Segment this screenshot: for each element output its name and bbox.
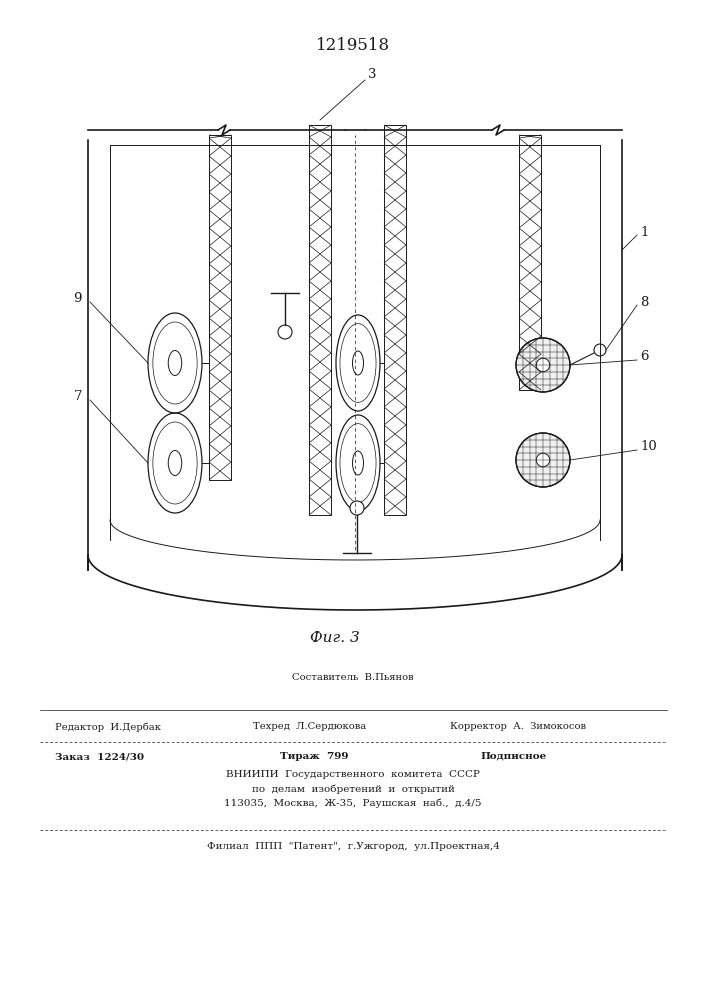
Text: 113035,  Москва,  Ж-35,  Раушская  наб.,  д.4/5: 113035, Москва, Ж-35, Раушская наб., д.4… bbox=[224, 798, 481, 808]
Text: 6: 6 bbox=[640, 351, 648, 363]
Text: Филиал  ППП  "Патент",  г.Ужгород,  ул.Проектная,4: Филиал ППП "Патент", г.Ужгород, ул.Проек… bbox=[206, 842, 499, 851]
Circle shape bbox=[536, 358, 550, 372]
Text: Редактор  И.Дербак: Редактор И.Дербак bbox=[55, 722, 161, 732]
Text: Фиг. 3: Фиг. 3 bbox=[310, 631, 360, 645]
Text: по  делам  изобретений  и  открытий: по делам изобретений и открытий bbox=[252, 784, 455, 794]
Text: 9: 9 bbox=[74, 292, 82, 304]
Text: 7: 7 bbox=[74, 389, 82, 402]
Bar bbox=[519, 135, 541, 390]
Circle shape bbox=[516, 433, 570, 487]
Text: 8: 8 bbox=[640, 296, 648, 308]
Bar bbox=[384, 125, 406, 515]
Text: 10: 10 bbox=[640, 440, 657, 454]
Text: Заказ  1224/30: Заказ 1224/30 bbox=[55, 752, 144, 761]
Circle shape bbox=[536, 453, 550, 467]
Text: Корректор  А.  Зимокосов: Корректор А. Зимокосов bbox=[450, 722, 586, 731]
Text: Подписное: Подписное bbox=[480, 752, 547, 761]
Text: ВНИИПИ  Государственного  комитета  СССР: ВНИИПИ Государственного комитета СССР bbox=[226, 770, 480, 779]
Bar bbox=[209, 135, 231, 480]
Text: 3: 3 bbox=[368, 68, 377, 82]
Bar bbox=[309, 125, 331, 515]
Text: Составитель  В.Пьянов: Составитель В.Пьянов bbox=[292, 673, 414, 682]
Circle shape bbox=[278, 325, 292, 339]
Circle shape bbox=[350, 501, 364, 515]
Text: Тираж  799: Тираж 799 bbox=[280, 752, 349, 761]
Text: 1219518: 1219518 bbox=[316, 36, 390, 53]
Circle shape bbox=[516, 338, 570, 392]
Text: Техред  Л.Сердюкова: Техред Л.Сердюкова bbox=[253, 722, 366, 731]
Text: 1: 1 bbox=[640, 226, 648, 238]
